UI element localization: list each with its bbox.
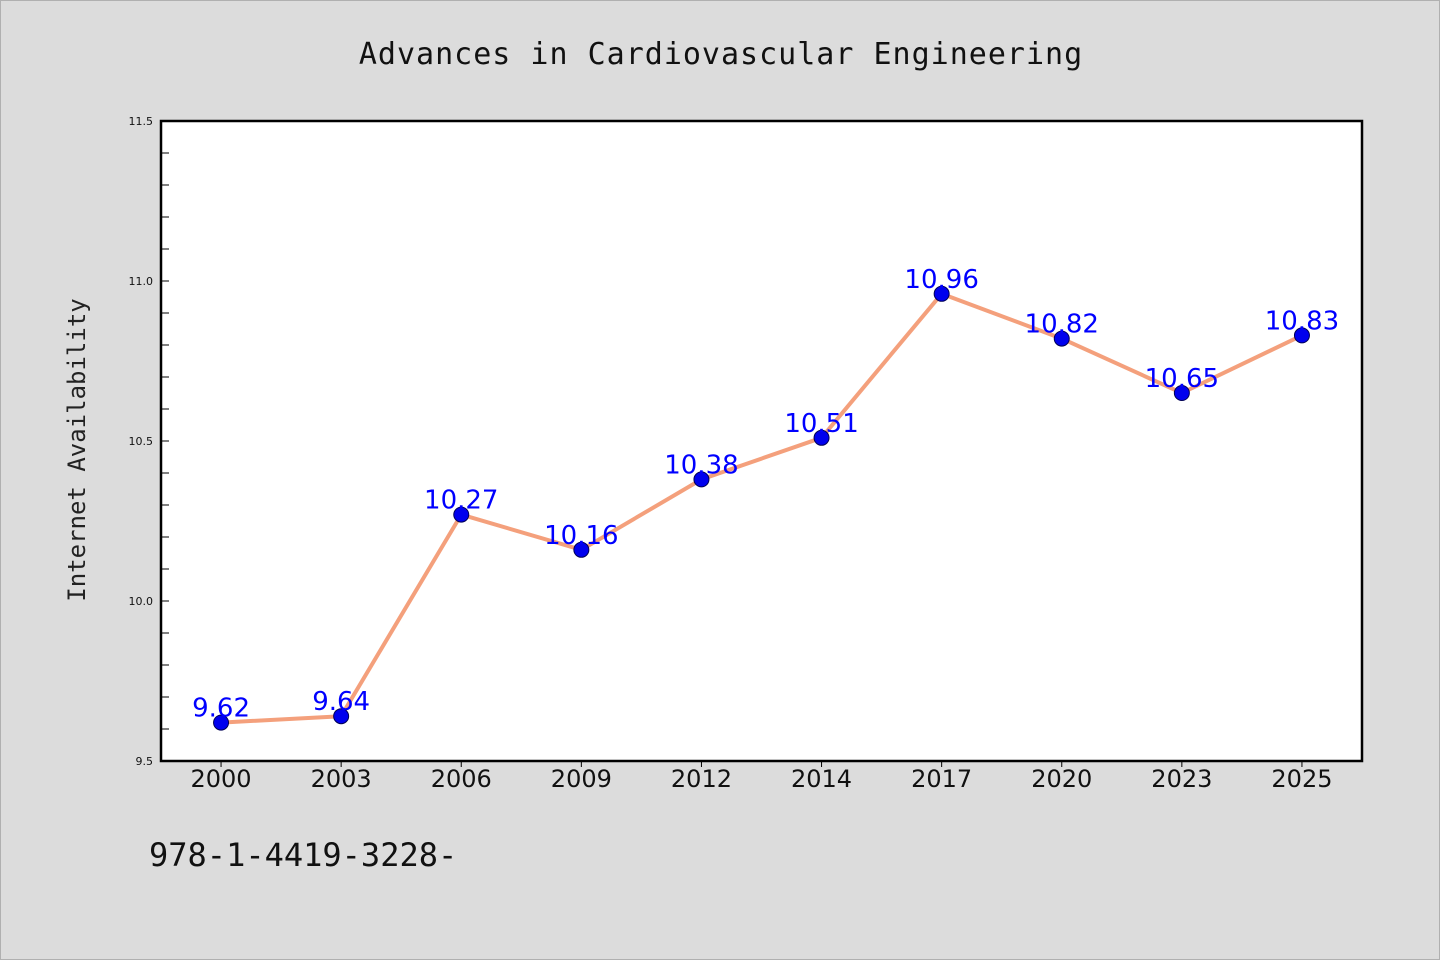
- data-label: 9.62: [192, 694, 250, 724]
- data-label: 10.83: [1265, 306, 1339, 336]
- y-tick-label: 10.5: [129, 435, 154, 448]
- data-point: [573, 541, 590, 558]
- plot-background: [161, 121, 1362, 761]
- data-point: [813, 429, 830, 446]
- x-tick-label: 2023: [1151, 765, 1212, 793]
- x-tick-label: 2012: [671, 765, 732, 793]
- series-line: [219, 291, 1304, 725]
- data-label: 10.16: [544, 521, 618, 551]
- y-tick-label: 11.5: [129, 115, 154, 128]
- y-tick-label: 9.5: [136, 755, 154, 768]
- x-tick-label: 2006: [431, 765, 492, 793]
- data-point: [693, 471, 710, 488]
- y-tick-label: 11.0: [129, 275, 154, 288]
- chart-title: Advances in Cardiovascular Engineering: [359, 37, 1083, 72]
- data-point: [213, 714, 230, 731]
- x-tick-label: 2014: [791, 765, 852, 793]
- data-point: [333, 708, 350, 725]
- data-point: [1293, 327, 1310, 344]
- data-point: [1173, 385, 1190, 401]
- data-label: 10.51: [784, 409, 858, 439]
- plot-area: 9.5 10.0 10.5 11.0 11.5 2000 2003 2006 2009 2012 2…: [129, 115, 1364, 793]
- data-point: [933, 285, 950, 302]
- x-tick-label: 2000: [191, 765, 252, 793]
- y-axis-label: Internet Availability: [63, 298, 91, 601]
- x-tick-label: 2025: [1271, 765, 1332, 793]
- y-tick-label: 10.0: [129, 595, 154, 608]
- x-tick-label: 2020: [1031, 765, 1092, 793]
- data-label: 10.65: [1145, 364, 1219, 394]
- data-label: 10.38: [664, 450, 738, 480]
- data-point: [453, 506, 470, 523]
- data-point: [1053, 330, 1070, 347]
- x-tick-label: 2017: [911, 765, 972, 793]
- data-label: 10.27: [424, 486, 498, 516]
- footnote-isbn: 978-1-4419-3228-: [149, 836, 457, 874]
- x-tick-label: 2009: [551, 765, 612, 793]
- x-tick-label: 2003: [311, 765, 372, 793]
- data-label: 10.82: [1025, 310, 1099, 340]
- data-label: 10.96: [904, 265, 978, 295]
- data-label: 9.64: [312, 687, 370, 717]
- plot-frame: [159, 119, 1364, 763]
